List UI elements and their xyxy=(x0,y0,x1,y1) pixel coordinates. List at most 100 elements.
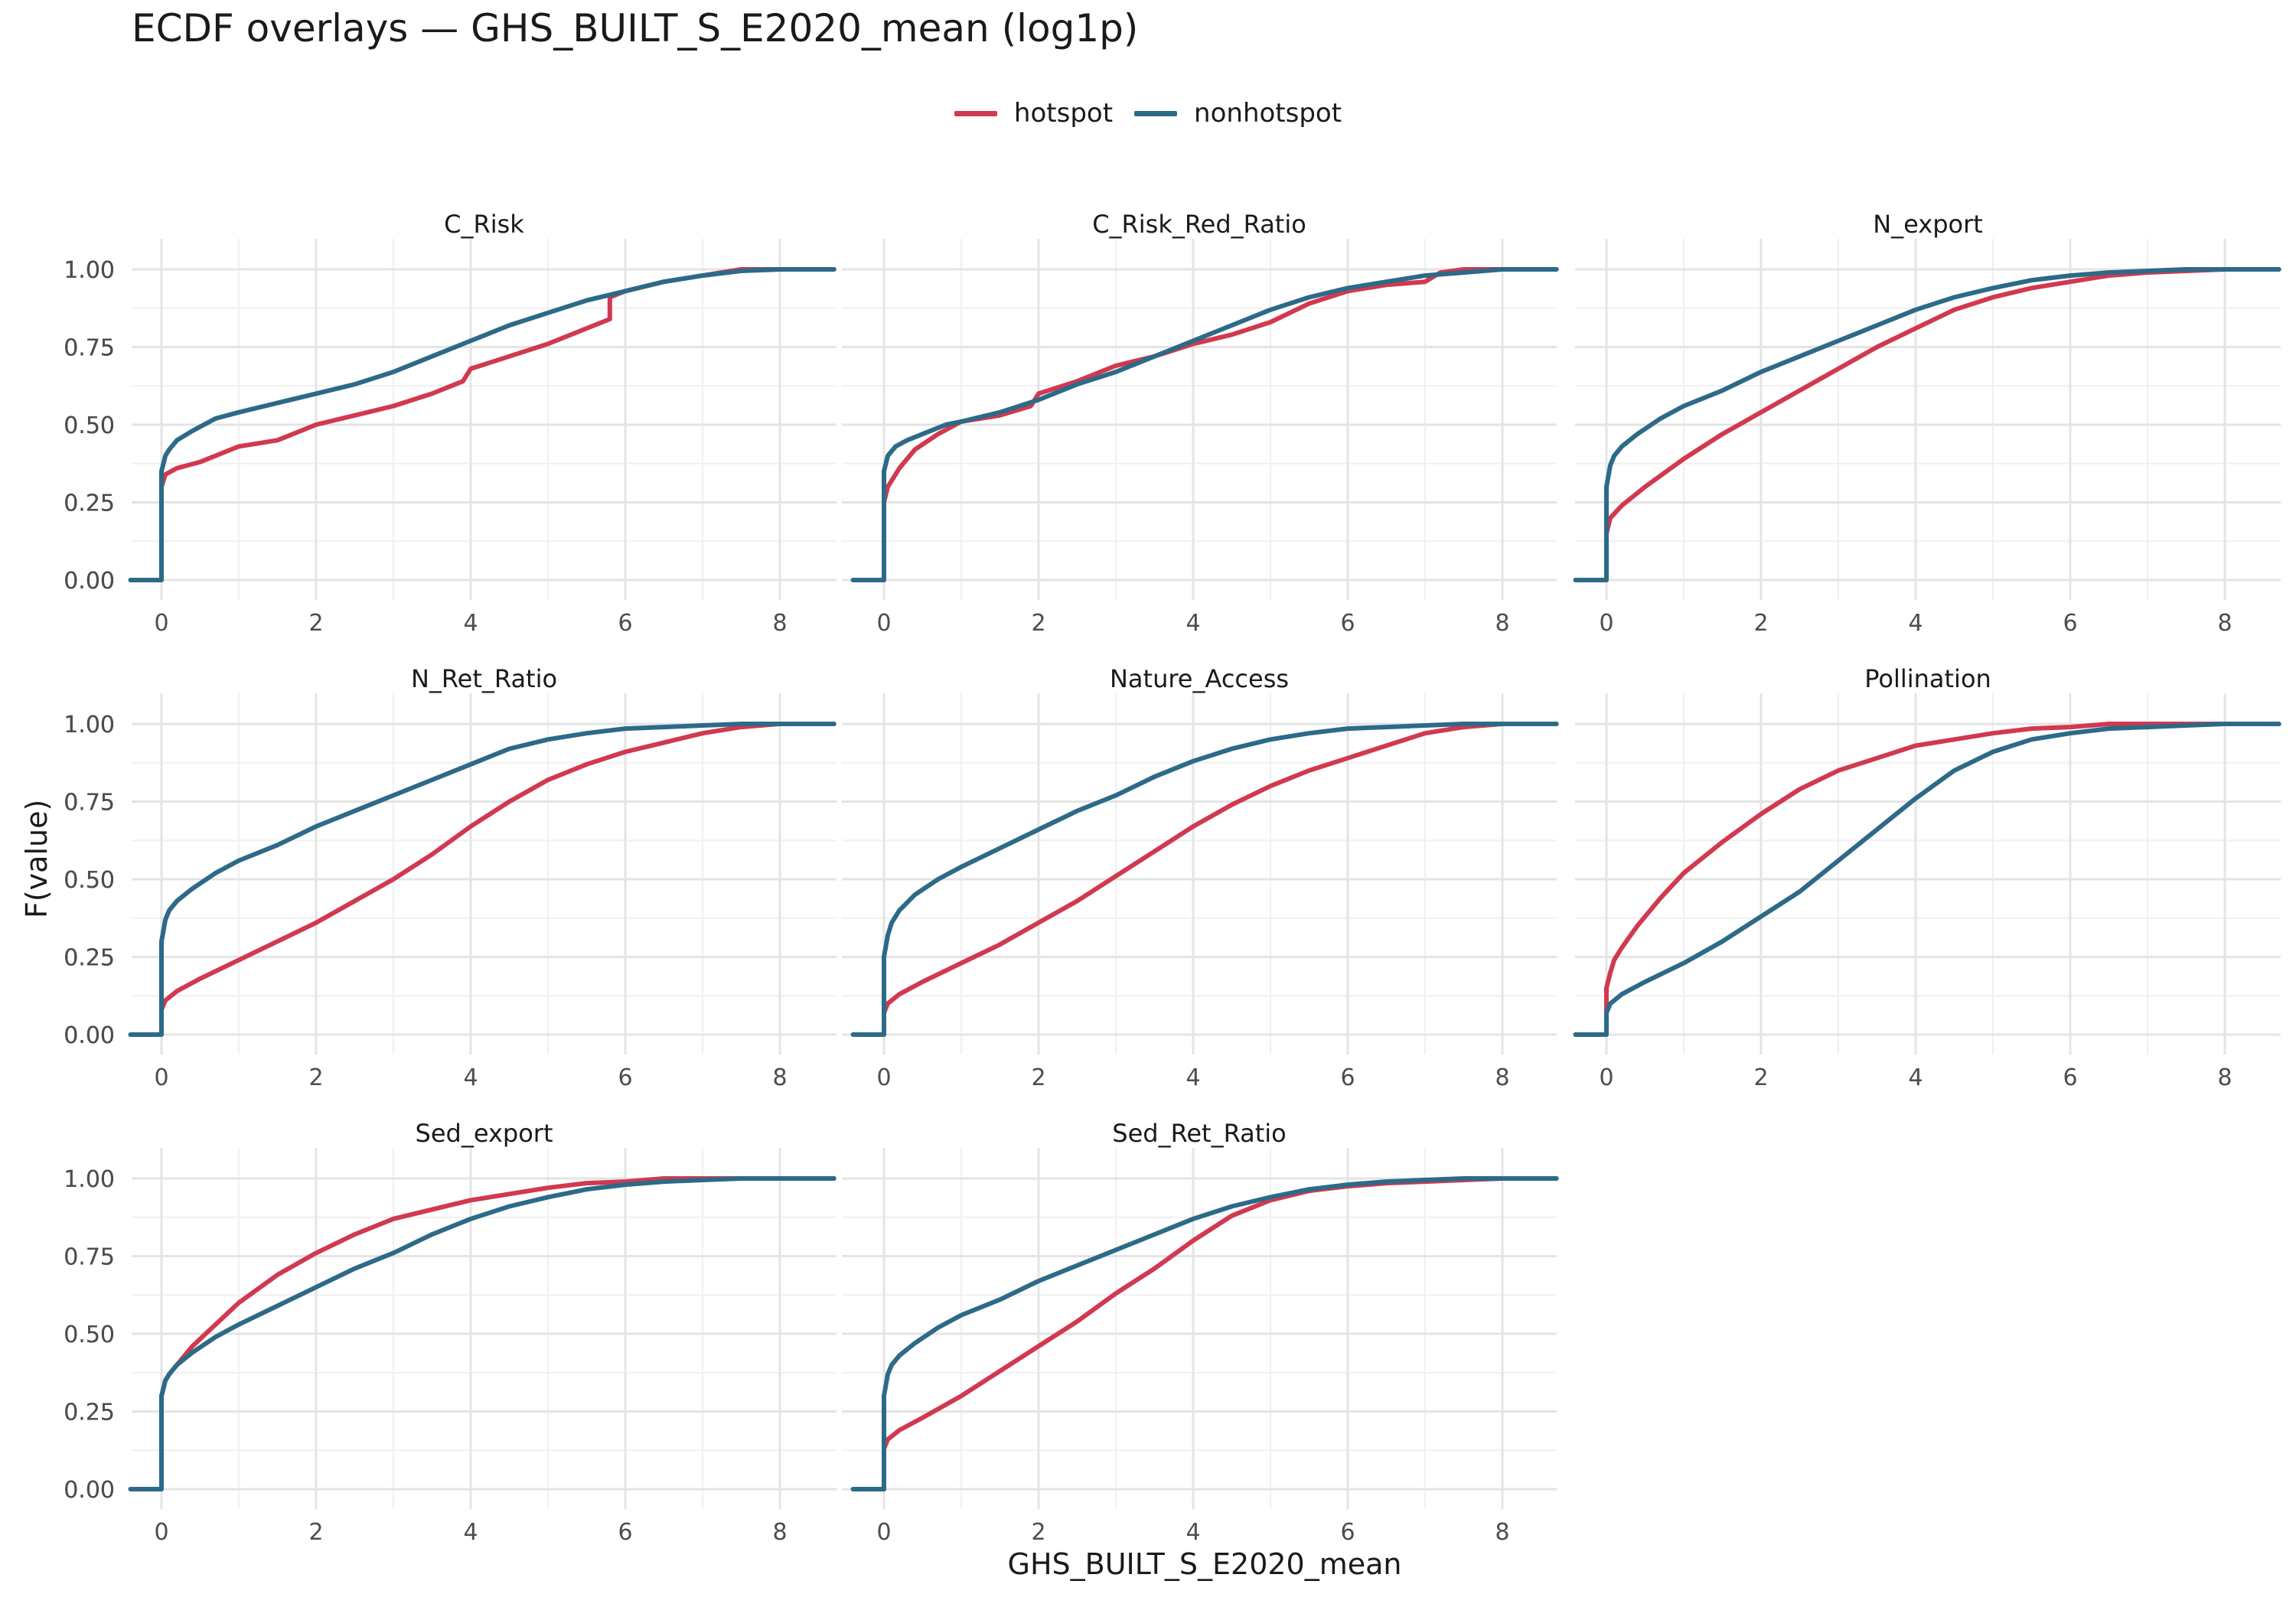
y-tick-label: 0.00 xyxy=(64,1022,115,1049)
y-tick-label: 1.00 xyxy=(64,257,115,284)
legend-key-hotspot xyxy=(954,110,997,116)
y-tick-label: 1.00 xyxy=(64,1166,115,1193)
x-tick-label: 4 xyxy=(463,1519,478,1546)
x-tick-label: 6 xyxy=(618,1519,632,1546)
x-tick-label: 8 xyxy=(772,1519,787,1546)
y-tick-label: 0.25 xyxy=(64,1400,115,1426)
series-line-nonhotspot xyxy=(128,267,837,582)
y-tick-label: 0.25 xyxy=(64,491,115,517)
facet-panel-c-risk: C_Risk 0.00 0.25 0.50 0.75 1.00 0 2 4 6 8 xyxy=(64,210,837,637)
series-line-nonhotspot xyxy=(1573,722,2281,1037)
legend-label-hotspot: hotspot xyxy=(1013,98,1114,129)
series-line-nonhotspot xyxy=(1573,267,2281,582)
y-tick-label: 0.50 xyxy=(64,412,115,439)
y-tick-label: 0.50 xyxy=(64,867,115,894)
y-tick-label: 0.25 xyxy=(64,1400,115,1426)
y-tick-label: 0.00 xyxy=(64,568,115,595)
legend-label-nonhotspot: nonhotspot xyxy=(1194,98,1342,129)
x-tick-label: 8 xyxy=(1495,610,1509,637)
facet-panel-n-export: N_export 0.00 0.25 0.50 0.75 1.00 0 2 4 6 8 xyxy=(64,210,2281,637)
facet-title: N_export xyxy=(1873,210,1983,239)
facet-title: Nature_Access xyxy=(1110,664,1289,693)
y-tick-label: 0.75 xyxy=(64,790,115,817)
y-tick-label: 0.25 xyxy=(64,945,115,972)
y-tick-label: 1.00 xyxy=(64,712,115,738)
x-tick-label: 0 xyxy=(1599,610,1613,637)
y-tick-label: 1.00 xyxy=(64,1166,115,1193)
x-tick-label: 0 xyxy=(154,610,168,637)
x-tick-label: 6 xyxy=(2063,610,2077,637)
x-tick-label: 2 xyxy=(1031,1519,1045,1546)
x-tick-label: 2 xyxy=(308,1519,323,1546)
series-line-hotspot xyxy=(1573,722,2281,1037)
x-tick-label: 4 xyxy=(1186,1519,1200,1546)
series-line-hotspot xyxy=(128,722,837,1037)
y-tick-label: 1.00 xyxy=(64,257,115,284)
x-tick-label: 4 xyxy=(1186,610,1200,637)
x-tick-label: 4 xyxy=(463,1064,478,1091)
y-tick-label: 0.75 xyxy=(64,1244,115,1271)
y-tick-label: 0.25 xyxy=(64,491,115,517)
series-line-nonhotspot xyxy=(850,267,1559,582)
y-tick-label: 0.00 xyxy=(64,568,115,595)
facet-title: Sed_Ret_Ratio xyxy=(1112,1119,1287,1148)
series-line-nonhotspot xyxy=(128,1176,837,1491)
y-tick-label: 1.00 xyxy=(64,712,115,738)
facet-panel-sed-export: Sed_export 0.00 0.25 0.50 0.75 1.00 0 2 4 6 8 xyxy=(64,1119,837,1546)
x-tick-label: 8 xyxy=(772,610,787,637)
y-tick-label: 0.75 xyxy=(64,335,115,362)
facet-panel-c-risk-red-ratio: C_Risk_Red_Ratio 0.00 0.25 0.50 0.75 1.00 0 2 4 6… xyxy=(64,210,1559,637)
facet-panel-nature-access: Nature_Access 0.00 0.25 0.50 0.75 1.00 0 2 4 6 8 xyxy=(64,664,1559,1091)
x-tick-label: 0 xyxy=(876,1519,891,1546)
x-tick-label: 6 xyxy=(1340,1064,1355,1091)
facet-title: Sed_export xyxy=(416,1119,553,1148)
series-line-nonhotspot xyxy=(128,722,837,1037)
x-tick-label: 8 xyxy=(772,1064,787,1091)
x-tick-label: 0 xyxy=(1599,1064,1613,1091)
x-tick-label: 0 xyxy=(154,1064,168,1091)
y-tick-label: 0.25 xyxy=(64,491,115,517)
x-tick-label: 6 xyxy=(1340,610,1355,637)
y-tick-label: 0.00 xyxy=(64,1477,115,1504)
y-tick-label: 0.00 xyxy=(64,568,115,595)
y-tick-label: 0.50 xyxy=(64,867,115,894)
x-axis-label: GHS_BUILT_S_E2020_mean xyxy=(1007,1547,1402,1581)
y-tick-label: 0.75 xyxy=(64,335,115,362)
series-line-hotspot xyxy=(850,267,1559,582)
x-tick-label: 2 xyxy=(308,1064,323,1091)
legend-item-nonhotspot: nonhotspot xyxy=(1134,98,1342,129)
y-tick-label: 0.75 xyxy=(64,335,115,362)
y-tick-label: 0.50 xyxy=(64,412,115,439)
y-tick-label: 0.75 xyxy=(64,790,115,817)
y-tick-label: 1.00 xyxy=(64,257,115,284)
legend-key-nonhotspot xyxy=(1134,110,1178,116)
series-line-nonhotspot xyxy=(850,722,1559,1037)
series-line-hotspot xyxy=(1573,267,2281,582)
chart-title: ECDF overlays — GHS_BUILT_S_E2020_mean (… xyxy=(132,6,1139,51)
x-tick-label: 2 xyxy=(1031,1064,1045,1091)
x-tick-label: 6 xyxy=(1340,1519,1355,1546)
x-tick-label: 8 xyxy=(1495,1064,1509,1091)
y-tick-label: 0.50 xyxy=(64,412,115,439)
series-line-nonhotspot xyxy=(850,1176,1559,1491)
x-tick-label: 0 xyxy=(876,1064,891,1091)
y-tick-label: 0.75 xyxy=(64,790,115,817)
x-tick-label: 6 xyxy=(618,1064,632,1091)
x-tick-label: 6 xyxy=(2063,1064,2077,1091)
legend: hotspot nonhotspot xyxy=(0,98,2296,129)
x-tick-label: 4 xyxy=(463,610,478,637)
x-tick-label: 8 xyxy=(1495,1519,1509,1546)
x-tick-label: 2 xyxy=(1753,1064,1768,1091)
facet-title: Pollination xyxy=(1864,664,1991,693)
y-tick-label: 0.50 xyxy=(64,1322,115,1348)
y-tick-label: 0.50 xyxy=(64,1322,115,1348)
y-tick-label: 0.00 xyxy=(64,1022,115,1049)
x-tick-label: 0 xyxy=(154,1519,168,1546)
facet-panel-pollination: Pollination 0.00 0.25 0.50 0.75 1.00 0 2 4 6 8 xyxy=(64,664,2281,1091)
y-tick-label: 0.25 xyxy=(64,945,115,972)
series-line-hotspot xyxy=(850,722,1559,1037)
y-tick-label: 0.50 xyxy=(64,867,115,894)
x-tick-label: 8 xyxy=(2217,610,2232,637)
y-tick-label: 1.00 xyxy=(64,712,115,738)
